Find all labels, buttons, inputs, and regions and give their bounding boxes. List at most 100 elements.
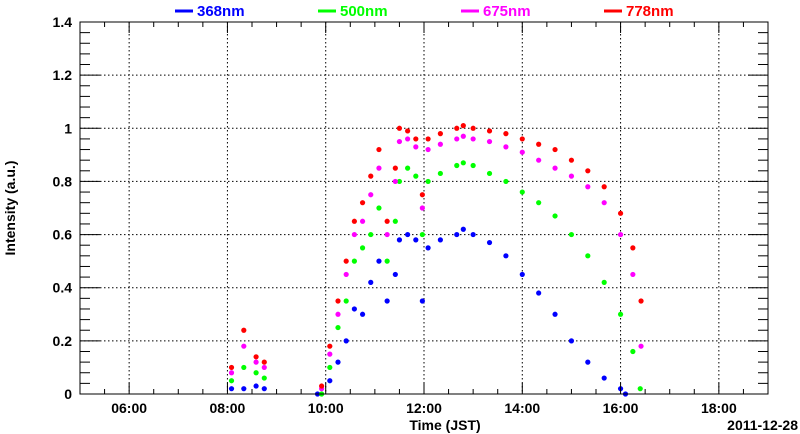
data-point <box>617 311 624 317</box>
data-point <box>419 298 425 304</box>
data-point <box>335 298 341 304</box>
data-point <box>536 141 542 147</box>
data-point <box>359 311 366 317</box>
legend-label: 778nm <box>626 3 674 20</box>
data-point <box>253 354 259 360</box>
data-point <box>405 128 411 134</box>
data-point <box>413 237 419 243</box>
data-point <box>343 298 349 304</box>
data-point <box>253 359 259 365</box>
data-point <box>568 338 575 344</box>
data-point <box>437 170 443 177</box>
data-point <box>376 205 382 211</box>
data-point <box>384 298 390 304</box>
data-point <box>470 231 476 238</box>
data-point <box>486 239 493 246</box>
data-point <box>470 125 476 131</box>
data-point <box>617 210 624 216</box>
data-point <box>519 136 525 142</box>
data-point <box>343 271 349 278</box>
grid <box>80 22 768 394</box>
data-point <box>437 131 443 137</box>
data-point <box>359 200 366 206</box>
data-point <box>552 311 558 317</box>
data-point <box>568 173 575 179</box>
data-point <box>413 136 419 142</box>
data-point <box>241 327 247 333</box>
data-point <box>384 231 390 238</box>
data-point <box>335 311 341 317</box>
data-point <box>351 218 357 224</box>
x-tick-label: 10:00 <box>308 400 344 416</box>
data-point <box>454 125 460 131</box>
axis-ticks <box>79 21 769 395</box>
legend-label: 368nm <box>197 3 245 20</box>
data-point <box>425 178 431 185</box>
data-point <box>503 144 509 150</box>
data-point <box>568 157 575 163</box>
data-point <box>519 149 525 155</box>
x-tick-label: 12:00 <box>406 400 442 416</box>
data-point <box>413 144 419 150</box>
y-tick-label: 1 <box>64 120 72 136</box>
data-point <box>536 290 542 296</box>
data-point <box>396 237 403 243</box>
data-point <box>503 253 509 259</box>
data-point <box>419 231 425 238</box>
data-point <box>343 338 349 344</box>
data-point <box>419 192 425 198</box>
data-point <box>327 351 333 357</box>
y-tick-label: 0.4 <box>53 280 73 296</box>
data-point <box>261 375 267 381</box>
data-point <box>392 165 398 171</box>
x-tick-label: 08:00 <box>210 400 246 416</box>
data-point <box>376 258 382 264</box>
data-point <box>630 348 636 355</box>
data-point <box>351 306 357 312</box>
data-point <box>368 231 374 238</box>
data-point <box>351 231 357 238</box>
data-point <box>405 136 411 142</box>
data-point <box>617 231 624 238</box>
data-point <box>335 324 341 331</box>
y-tick-label: 0.6 <box>53 227 73 243</box>
data-point <box>437 141 443 147</box>
data-point <box>486 170 493 177</box>
data-point <box>601 200 607 206</box>
data-point <box>519 189 525 195</box>
legend-label: 675nm <box>483 3 531 20</box>
data-point <box>376 165 382 171</box>
data-point <box>405 231 411 238</box>
date-label: 2011-12-28 <box>727 417 798 433</box>
data-point <box>637 386 643 392</box>
data-point <box>228 378 235 384</box>
data-point <box>460 133 466 139</box>
data-points <box>228 123 644 397</box>
data-point <box>552 213 558 219</box>
data-point <box>630 271 636 278</box>
tick-labels: 06:00 08:00 10:00 12:00 14:00 16:00 18:00 0 0.2 0… <box>53 14 737 416</box>
legend-label: 500nm <box>340 3 388 20</box>
data-point <box>327 364 333 371</box>
y-tick-label: 0.2 <box>53 333 73 349</box>
data-point <box>319 383 325 389</box>
data-point <box>228 386 235 392</box>
data-point <box>261 386 267 392</box>
data-point <box>261 359 267 365</box>
data-point <box>552 146 558 153</box>
data-point <box>396 125 403 131</box>
data-point <box>327 343 333 349</box>
data-point <box>343 258 349 264</box>
data-point <box>396 138 403 145</box>
data-point <box>368 173 374 179</box>
x-axis-title: Time (JST) <box>409 417 480 433</box>
data-point <box>419 205 425 211</box>
data-point <box>368 279 374 285</box>
data-point <box>630 245 636 251</box>
data-point <box>425 146 431 153</box>
data-point <box>425 245 431 251</box>
data-point <box>392 178 398 185</box>
data-point <box>359 245 366 251</box>
data-point <box>384 258 390 264</box>
